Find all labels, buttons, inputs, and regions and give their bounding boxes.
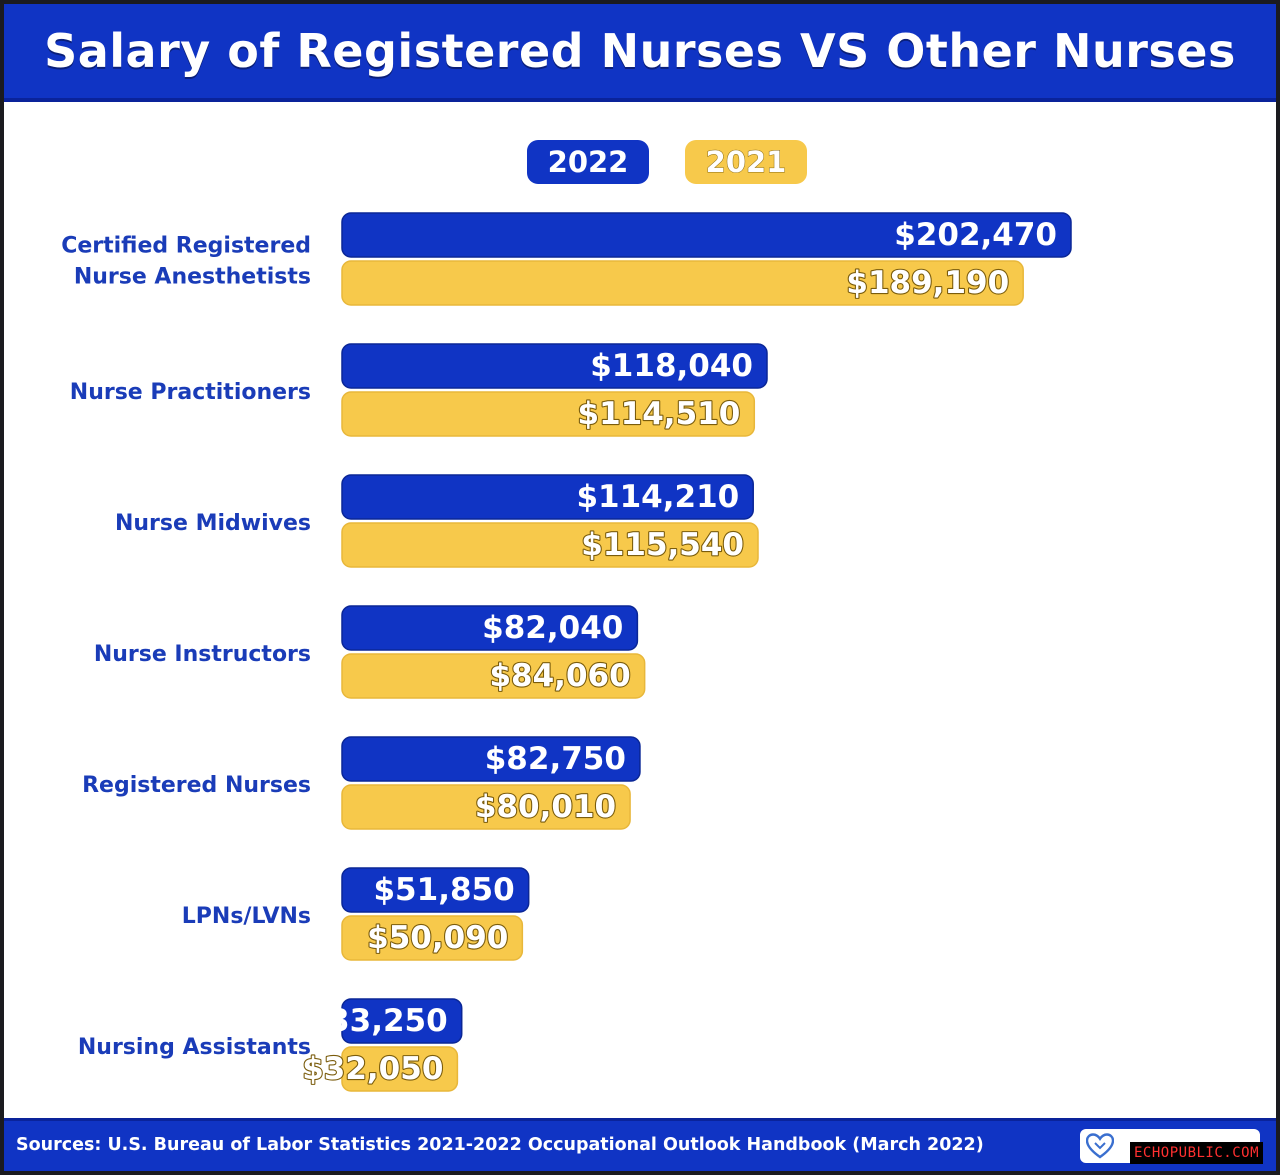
category-label: Nurse Anesthetists (74, 265, 311, 290)
bar-2022 (341, 474, 754, 520)
category-label: Registered Nurses (82, 773, 311, 798)
bar-2021 (341, 915, 524, 961)
bar-2022 (341, 605, 639, 651)
watermark-text: ECHOPUBLIC.COM (1130, 1142, 1264, 1164)
category-label: Nurse Practitioners (70, 380, 311, 405)
bar-2021 (341, 522, 759, 568)
category-label: LPNs/LVNs (182, 904, 311, 929)
bar-2022 (341, 343, 768, 389)
data-label-2021: $84,060 (489, 658, 630, 694)
data-label-2021: $32,050 (302, 1051, 443, 1087)
source-text: Sources: U.S. Bureau of Labor Statistics… (16, 1135, 984, 1155)
bar-2021 (341, 784, 631, 830)
infographic-card: Salary of Registered Nurses VS Other Nur… (4, 4, 1276, 1171)
data-label-2021: $50,090 (367, 920, 508, 956)
data-label-2021: $189,190 (846, 265, 1009, 301)
legend-label-2022: 2022 (548, 145, 629, 179)
heart-shield-icon (1086, 1133, 1114, 1159)
data-label-2021: $115,540 (581, 527, 744, 563)
legend-label-2021: 2021 (706, 145, 787, 179)
title-banner: Salary of Registered Nurses VS Other Nur… (4, 4, 1276, 102)
data-label-2022: $33,250 (307, 1003, 448, 1039)
legend-swatch-2021 (685, 140, 807, 184)
bar-2021 (341, 260, 1024, 306)
source-footer: Sources: U.S. Bureau of Labor Statistics… (4, 1118, 1276, 1171)
bar-2021 (341, 653, 646, 699)
data-label-2022: $202,470 (894, 217, 1057, 253)
data-label-2022: $82,750 (485, 741, 626, 777)
data-label-2021: $114,510 (578, 396, 741, 432)
chart-title: Salary of Registered Nurses VS Other Nur… (44, 24, 1236, 78)
data-label-2022: $82,040 (482, 610, 623, 646)
bar-2022 (341, 212, 1072, 258)
bar-2022 (341, 736, 641, 782)
bar-2022 (341, 998, 463, 1044)
data-label-2022: $114,210 (576, 479, 739, 515)
data-label-2021: $80,010 (475, 789, 616, 825)
data-label-2022: $118,040 (590, 348, 753, 384)
category-label: Certified Registered (61, 234, 311, 259)
bar-2021 (341, 1046, 459, 1092)
category-label: Nursing Assistants (78, 1035, 311, 1060)
bar-chart: 2022 2021 Certified Registered Nurse Anesth… (61, 140, 1072, 1092)
category-label: Nurse Instructors (94, 642, 311, 667)
category-label: Nurse Midwives (115, 511, 311, 536)
legend-swatch-2022 (527, 140, 649, 184)
data-label-2022: $51,850 (373, 872, 514, 908)
bar-2022 (341, 867, 530, 913)
bar-2021 (341, 391, 756, 437)
